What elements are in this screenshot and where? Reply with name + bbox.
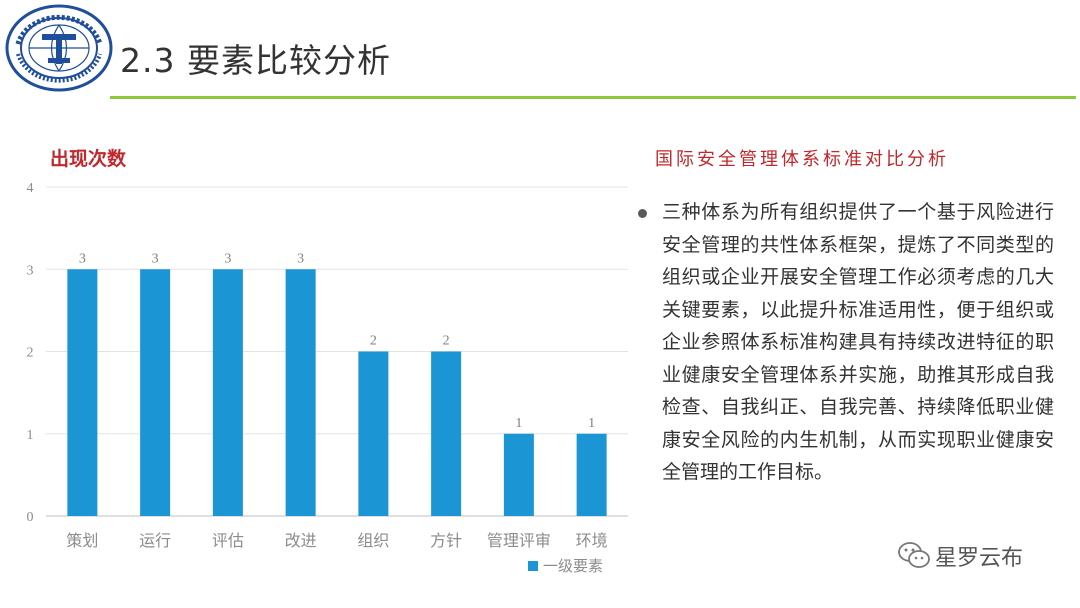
data-label: 3 xyxy=(152,251,159,266)
x-tick-label: 环境 xyxy=(576,531,608,550)
bar xyxy=(285,269,316,516)
gridlines xyxy=(46,186,628,517)
bar xyxy=(67,269,98,516)
bullet-icon xyxy=(638,209,647,218)
bar xyxy=(576,433,607,516)
x-tick-label: 管理评审 xyxy=(487,531,551,550)
bar xyxy=(212,269,243,516)
x-tick-label: 组织 xyxy=(357,531,389,550)
data-labels: 3 3 3 3 2 2 1 1 xyxy=(79,251,595,431)
university-logo xyxy=(5,4,113,92)
data-label: 2 xyxy=(370,334,377,349)
y-axis-ticks: 0 1 2 3 4 xyxy=(27,181,34,525)
x-tick-label: 方针 xyxy=(430,531,462,550)
bar xyxy=(431,351,462,516)
bullet-paragraph: 三种体系为所有组织提供了一个基于风险进行安全管理的共性体系框架，提炼了不同类型的… xyxy=(662,201,1054,483)
x-tick-label: 改进 xyxy=(285,531,317,550)
x-tick-label: 运行 xyxy=(139,531,171,550)
data-label: 3 xyxy=(224,251,231,266)
slide-title: 2.3 要素比较分析 xyxy=(120,41,391,80)
data-label: 3 xyxy=(297,251,304,266)
y-tick-label: 3 xyxy=(27,263,34,278)
bar-chart: 3 3 3 3 2 2 1 1 0 1 2 3 4 策划 运行 评估 改进 组织 方针 管理评审 环境 一级要素 xyxy=(27,181,628,575)
watermark-text: 星罗云布 xyxy=(935,546,1024,571)
data-label: 2 xyxy=(443,334,450,349)
y-tick-label: 1 xyxy=(27,428,34,443)
x-axis-ticks: 策划 运行 评估 改进 组织 方针 管理评审 环境 xyxy=(66,531,607,550)
panel-heading: 国际安全管理体系标准对比分析 xyxy=(655,149,949,170)
wechat-icon xyxy=(898,542,930,568)
data-label: 1 xyxy=(588,416,595,431)
x-tick-label: 评估 xyxy=(212,531,244,550)
x-tick-label: 策划 xyxy=(66,531,98,550)
legend-label: 一级要素 xyxy=(543,557,603,575)
title-underline xyxy=(110,96,1076,99)
chart-title: 出现次数 xyxy=(50,148,127,170)
bar xyxy=(140,269,171,516)
data-label: 1 xyxy=(515,416,522,431)
legend: 一级要素 xyxy=(528,557,603,575)
bar xyxy=(358,351,389,516)
y-tick-label: 2 xyxy=(27,346,34,361)
y-tick-label: 0 xyxy=(27,510,34,525)
legend-swatch xyxy=(528,561,538,571)
y-tick-label: 4 xyxy=(27,181,34,196)
data-label: 3 xyxy=(79,251,86,266)
bar xyxy=(503,433,534,516)
bars xyxy=(67,269,607,516)
